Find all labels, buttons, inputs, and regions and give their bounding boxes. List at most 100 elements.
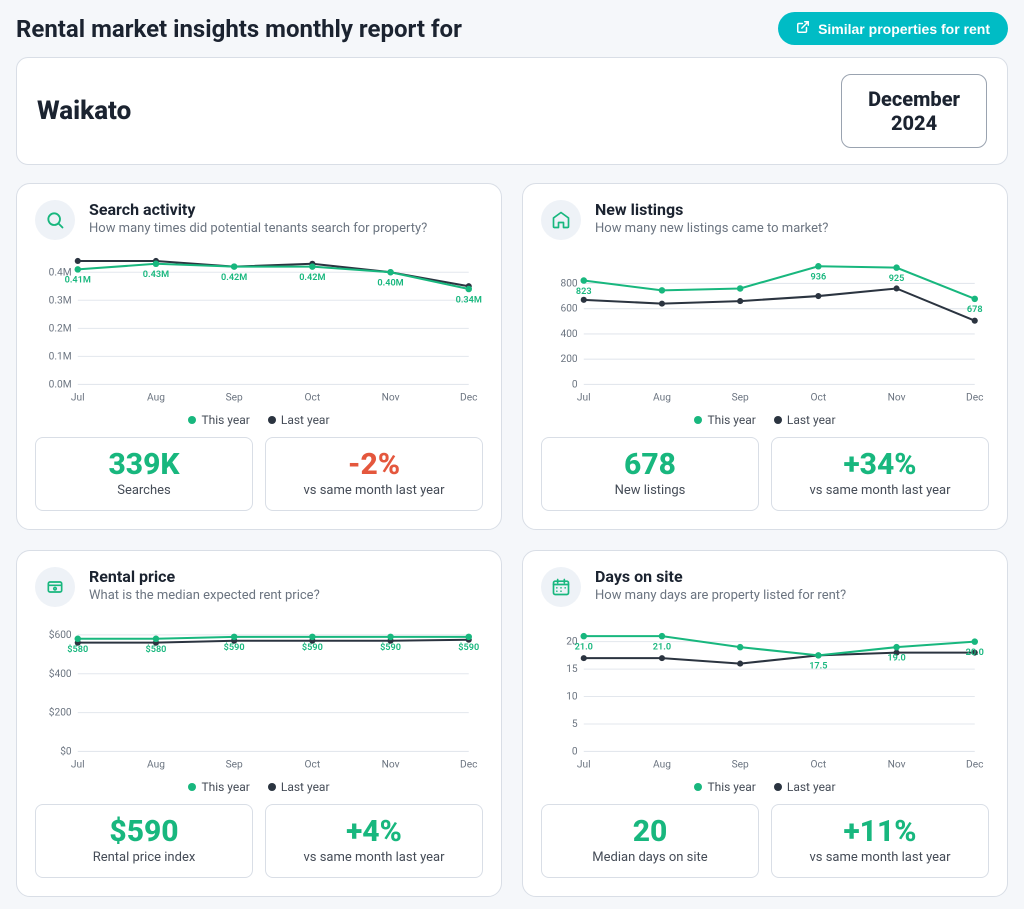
point-last-year — [659, 655, 665, 661]
delta-value: +11% — [780, 815, 980, 848]
x-tick-label: Aug — [653, 393, 671, 404]
point-this-year — [971, 638, 978, 645]
point-label: 0.42M — [299, 273, 325, 283]
panel-days: Days on site How many days are property … — [522, 550, 1008, 897]
point-this-year — [309, 633, 316, 640]
legend-last-year: Last year — [268, 413, 330, 427]
panels-grid: Search activity How many times did poten… — [16, 183, 1008, 897]
point-label: $580 — [145, 644, 166, 655]
x-tick-label: Nov — [888, 393, 906, 404]
stat-value: 339K — [44, 448, 244, 481]
chart-legend: This year Last year — [541, 780, 989, 794]
chart-legend: This year Last year — [35, 413, 483, 427]
point-this-year — [465, 633, 472, 640]
y-tick-label: 10 — [566, 692, 578, 703]
point-label: 936 — [811, 272, 827, 282]
delta-label: vs same month last year — [274, 483, 474, 498]
panel-subtitle: How many days are property listed for re… — [595, 588, 846, 603]
legend-this-year: This year — [694, 413, 755, 427]
series-last-year — [584, 288, 975, 320]
point-label: 21.0 — [575, 642, 593, 652]
calendar-icon — [541, 567, 581, 607]
delta-value: +34% — [780, 448, 980, 481]
point-this-year — [465, 286, 472, 293]
point-this-year — [581, 277, 588, 284]
y-tick-label: 600 — [561, 304, 578, 315]
x-tick-label: Oct — [305, 760, 321, 771]
y-tick-label: 0.0M — [49, 379, 72, 390]
report-date-box[interactable]: December 2024 — [841, 74, 987, 148]
x-tick-label: Dec — [460, 393, 477, 404]
legend-this-year: This year — [188, 413, 249, 427]
point-this-year — [153, 261, 160, 268]
x-tick-label: Sep — [732, 393, 749, 404]
panel-subtitle: What is the median expected rent price? — [89, 588, 320, 603]
x-tick-label: Jul — [71, 393, 85, 404]
stat-value: $590 — [44, 815, 244, 848]
y-tick-label: 15 — [566, 664, 578, 675]
stat-value: 678 — [550, 448, 750, 481]
x-tick-label: Dec — [460, 760, 477, 771]
point-label: $590 — [458, 642, 479, 653]
point-this-year — [971, 296, 978, 303]
x-tick-label: Jul — [71, 760, 85, 771]
similar-properties-button[interactable]: Similar properties for rent — [778, 12, 1008, 45]
panel-subtitle: How many new listings came to market? — [595, 221, 828, 236]
stat-row: 339K Searches -2% vs same month last yea… — [35, 437, 483, 511]
chart-svg: 0200400600800JulAugSepOctNovDec823936925… — [541, 248, 989, 411]
header-row: Rental market insights monthly report fo… — [16, 12, 1008, 45]
delta-label: vs same month last year — [274, 850, 474, 865]
y-tick-label: 0.3M — [49, 295, 72, 306]
region-name: Waikato — [37, 96, 131, 126]
point-label: 678 — [967, 305, 983, 315]
point-label: 20.0 — [966, 648, 984, 658]
y-tick-label: $400 — [49, 667, 72, 680]
panel-title: Days on site — [595, 567, 846, 586]
point-label: 0.43M — [143, 270, 169, 280]
chart-wrap: $0$200$400$600JulAugSepOctNovDec$580$580… — [35, 615, 483, 778]
external-link-icon — [796, 20, 810, 37]
delta-label: vs same month last year — [780, 850, 980, 865]
panel-title: New listings — [595, 200, 828, 219]
stat-label: New listings — [550, 483, 750, 498]
home-icon — [541, 200, 581, 240]
chart-wrap: 0200400600800JulAugSepOctNovDec823936925… — [541, 248, 989, 411]
panel-titles: Search activity How many times did poten… — [89, 200, 427, 240]
point-this-year — [309, 263, 316, 270]
point-this-year — [387, 633, 394, 640]
panel-titles: New listings How many new listings came … — [595, 200, 828, 240]
y-tick-label: 400 — [561, 329, 578, 340]
panel-header: Days on site How many days are property … — [541, 567, 989, 607]
panel-search: Search activity How many times did poten… — [16, 183, 502, 530]
stat-box-value: $590 Rental price index — [35, 804, 253, 878]
delta-value: +4% — [274, 815, 474, 848]
stat-box-value: 339K Searches — [35, 437, 253, 511]
y-tick-label: 0.2M — [49, 323, 72, 334]
legend-this-year: This year — [188, 780, 249, 794]
report-month: December — [868, 87, 960, 111]
panel-listings: New listings How many new listings came … — [522, 183, 1008, 530]
x-tick-label: Oct — [811, 393, 827, 404]
series-last-year — [78, 640, 469, 643]
x-tick-label: Aug — [653, 760, 671, 771]
point-label: $590 — [380, 642, 401, 653]
point-label: 0.34M — [456, 295, 482, 305]
legend-this-year: This year — [694, 780, 755, 794]
point-last-year — [75, 258, 81, 264]
point-this-year — [659, 633, 666, 640]
point-label: 19.0 — [887, 653, 905, 663]
panel-title: Rental price — [89, 567, 320, 586]
chart-wrap: 05101520JulAugSepOctNovDec21.021.017.519… — [541, 615, 989, 778]
stat-row: $590 Rental price index +4% vs same mont… — [35, 804, 483, 878]
point-label: $590 — [302, 642, 323, 653]
stat-box-value: 20 Median days on site — [541, 804, 759, 878]
stat-label: Searches — [44, 483, 244, 498]
point-this-year — [581, 633, 588, 640]
point-last-year — [737, 660, 743, 666]
x-tick-label: Oct — [305, 393, 321, 404]
legend-last-year: Last year — [268, 780, 330, 794]
point-label: 0.41M — [65, 276, 91, 286]
y-tick-label: $200 — [49, 706, 72, 719]
panel-title: Search activity — [89, 200, 427, 219]
point-this-year — [737, 644, 744, 651]
